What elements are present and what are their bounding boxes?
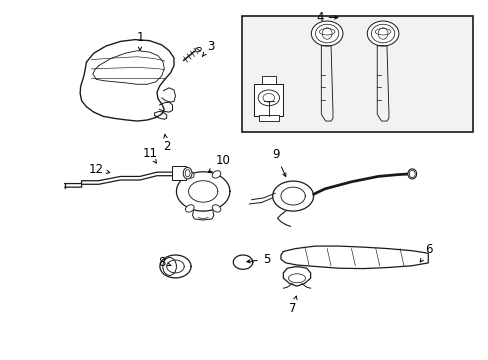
Ellipse shape: [366, 21, 398, 46]
Text: 6: 6: [419, 243, 432, 262]
Circle shape: [258, 90, 279, 106]
Ellipse shape: [183, 167, 192, 179]
Text: 1: 1: [136, 31, 143, 50]
Bar: [171, 166, 186, 180]
Text: 5: 5: [246, 253, 269, 266]
Ellipse shape: [407, 169, 416, 179]
Circle shape: [263, 94, 274, 102]
Text: 3: 3: [202, 40, 214, 57]
Text: 7: 7: [289, 296, 296, 315]
Ellipse shape: [315, 24, 338, 43]
Ellipse shape: [212, 205, 221, 212]
Ellipse shape: [185, 171, 194, 178]
Text: 11: 11: [142, 147, 157, 163]
Ellipse shape: [163, 257, 176, 275]
Text: 4: 4: [315, 11, 337, 24]
Bar: [259, 114, 278, 121]
Text: 2: 2: [163, 134, 170, 153]
Bar: [254, 84, 283, 116]
Ellipse shape: [371, 24, 394, 43]
Ellipse shape: [212, 171, 221, 178]
Ellipse shape: [195, 48, 201, 52]
Text: 8: 8: [158, 256, 171, 269]
Ellipse shape: [311, 21, 342, 46]
Text: 9: 9: [272, 148, 285, 176]
Bar: [261, 76, 276, 84]
Bar: [242, 16, 472, 132]
Text: 12: 12: [88, 163, 110, 176]
Text: 10: 10: [208, 154, 229, 172]
Ellipse shape: [185, 205, 194, 212]
